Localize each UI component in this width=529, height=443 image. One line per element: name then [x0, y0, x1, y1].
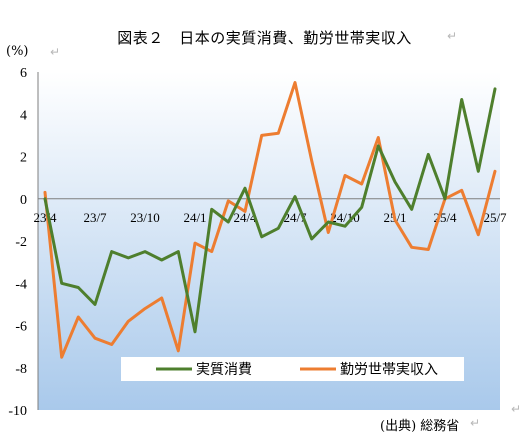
- x-tick-label: 24/10: [330, 210, 360, 225]
- legend-label: 勤労世帯実収入: [340, 362, 438, 378]
- y-tick-label: 2: [20, 151, 27, 166]
- y-tick-label: -8: [15, 362, 27, 377]
- x-tick-label: 23/7: [83, 210, 107, 225]
- x-tick-label: 25/7: [483, 210, 507, 225]
- y-tick-label: -10: [8, 404, 27, 419]
- y-tick-label: 0: [20, 193, 27, 208]
- y-tick-label: 6: [20, 66, 27, 81]
- y-tick-label: -2: [15, 235, 27, 250]
- chart-title: 図表２ 日本の実質消費、勤労世帯実収入: [117, 29, 412, 47]
- y-tick-label: -4: [15, 277, 27, 292]
- plot-area: [38, 72, 500, 410]
- source-note: (出典) 総務省: [380, 419, 460, 434]
- y-tick-label: -6: [15, 320, 27, 335]
- legend-label: 実質消費: [196, 362, 252, 378]
- right-return-mark: ↵: [511, 402, 522, 416]
- source-return-mark: ↵: [470, 416, 481, 430]
- ylabel-return-mark: ↵: [50, 45, 61, 59]
- title-return-mark: ↵: [447, 29, 458, 43]
- x-tick-label: 23/10: [130, 210, 160, 225]
- series-line-2: [43, 81, 497, 359]
- y-tick-label: 4: [20, 108, 27, 123]
- x-tick-label: 23/4: [33, 210, 57, 225]
- series-line-1: [43, 87, 497, 334]
- x-tick-label: 24/1: [183, 210, 206, 225]
- y-axis-label: (%): [6, 44, 29, 59]
- x-tick-label: 24/4: [233, 210, 257, 225]
